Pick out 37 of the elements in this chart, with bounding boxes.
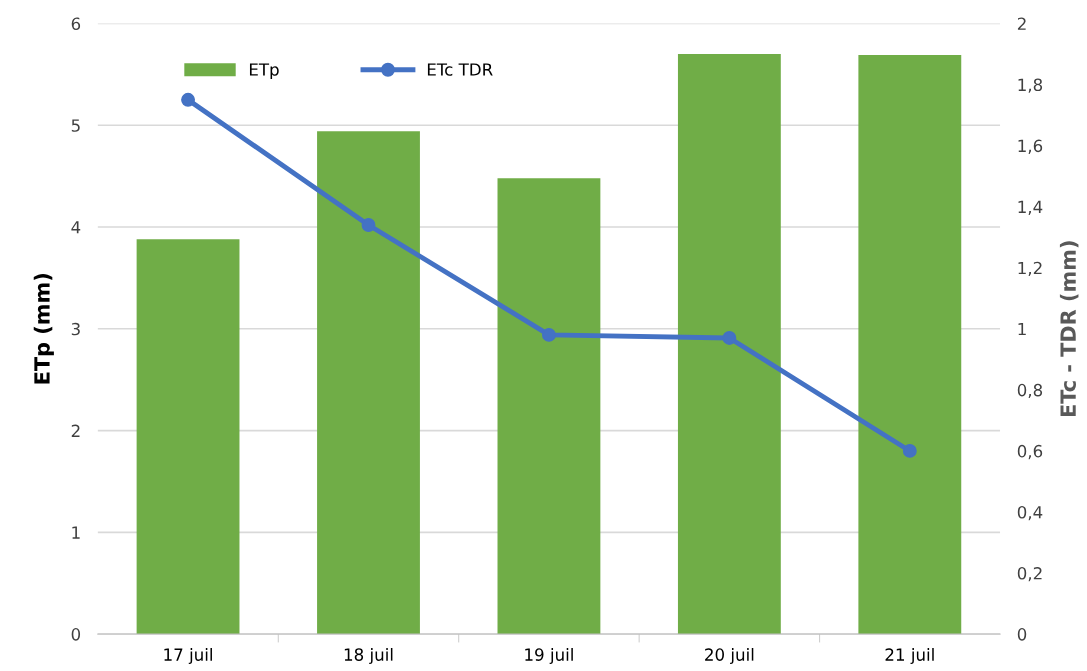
legend-label: ETc TDR: [427, 63, 493, 76]
y2-tick-label: 1,2: [1018, 261, 1042, 276]
y2-tick-label: 1: [1018, 322, 1026, 336]
y2-tick-label: 1,8: [1018, 78, 1043, 93]
x-tick-label: 17 juil: [164, 647, 212, 665]
bar: [497, 178, 601, 635]
y2-tick-label: 2: [1017, 17, 1026, 30]
y2-tick-label: 0: [1017, 628, 1027, 641]
y-tick-label: 0: [71, 628, 81, 641]
y-tick-label: 5: [71, 119, 80, 132]
y-tick-label: 1: [72, 526, 80, 539]
x-tick-label: 21 juil: [885, 647, 934, 665]
y-tick-label: 4: [71, 221, 81, 234]
point: [902, 443, 917, 458]
y2-tick-label: 1,6: [1018, 139, 1043, 154]
point: [722, 331, 737, 345]
x-tick-label: 18 juil: [344, 647, 393, 665]
y2-axis-title: ETc - TDR (mm): [1059, 241, 1079, 417]
bar: [858, 55, 962, 635]
y2-tick-label: 0,2: [1017, 567, 1042, 582]
y2-tick-label: 0,6: [1017, 444, 1043, 460]
y-tick-label: 2: [71, 424, 80, 437]
point: [541, 327, 556, 342]
point: [181, 92, 195, 107]
bar: [317, 131, 420, 635]
legend-label: ETp: [249, 63, 279, 80]
y2-tick-label: 1,4: [1018, 200, 1043, 215]
y-tick-label: 3: [71, 322, 80, 336]
bar: [136, 239, 240, 635]
y2-tick-label: 0,8: [1017, 383, 1043, 399]
x-tick-label: 20 juil: [705, 647, 754, 665]
y-axis-title: ETp (mm): [33, 274, 54, 384]
point: [361, 218, 376, 232]
bar: [677, 54, 781, 635]
x-tick-label: 19 juil: [525, 647, 573, 665]
y2-tick-label: 0,4: [1017, 505, 1043, 521]
y-tick-label: 6: [71, 17, 81, 31]
